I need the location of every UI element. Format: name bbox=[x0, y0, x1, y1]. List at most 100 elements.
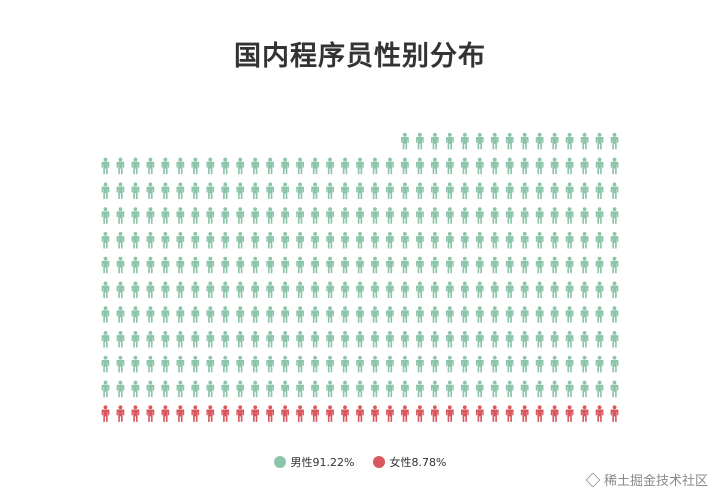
female-person-icon bbox=[371, 405, 379, 422]
male-person-icon bbox=[460, 380, 469, 398]
male-person-icon bbox=[520, 306, 529, 323]
male-person-icon bbox=[131, 281, 140, 299]
male-person-icon bbox=[580, 207, 589, 224]
legend-item-male[interactable]: 男性91.22% bbox=[273, 454, 355, 470]
male-person-icon bbox=[535, 231, 544, 249]
male-person-icon bbox=[146, 157, 155, 175]
male-person-icon bbox=[445, 231, 454, 249]
male-person-icon bbox=[191, 182, 200, 199]
male-person-icon bbox=[550, 256, 559, 274]
male-person-icon bbox=[386, 355, 394, 373]
male-person-icon bbox=[475, 331, 484, 348]
legend-item-female[interactable]: 女性8.78% bbox=[372, 454, 446, 470]
male-person-icon bbox=[341, 355, 349, 373]
male-person-icon bbox=[610, 207, 619, 224]
female-person-icon bbox=[296, 405, 304, 422]
male-person-icon bbox=[460, 256, 469, 274]
male-person-icon bbox=[550, 157, 559, 175]
male-person-icon bbox=[431, 331, 439, 348]
male-person-icon bbox=[386, 231, 394, 249]
male-person-icon bbox=[266, 306, 275, 323]
male-person-icon bbox=[431, 231, 439, 249]
male-person-icon bbox=[131, 306, 140, 323]
male-person-icon bbox=[595, 132, 604, 150]
male-person-icon bbox=[101, 182, 110, 199]
male-person-icon bbox=[266, 281, 275, 299]
male-person-icon bbox=[401, 256, 409, 274]
male-person-icon bbox=[311, 256, 319, 274]
male-person-icon bbox=[535, 306, 544, 323]
male-person-icon bbox=[356, 207, 364, 224]
female-person-icon bbox=[505, 405, 514, 422]
male-person-icon bbox=[550, 231, 559, 249]
female-person-icon bbox=[401, 405, 409, 422]
male-person-icon bbox=[146, 355, 155, 373]
male-person-icon bbox=[266, 331, 275, 348]
male-person-icon bbox=[505, 331, 514, 348]
male-person-icon bbox=[176, 231, 185, 249]
male-person-icon bbox=[595, 355, 604, 373]
male-person-icon bbox=[505, 132, 514, 150]
male-person-icon bbox=[610, 380, 619, 398]
male-person-icon bbox=[131, 182, 140, 199]
male-person-icon bbox=[296, 331, 304, 348]
male-person-icon bbox=[535, 132, 544, 150]
male-person-icon bbox=[490, 281, 499, 299]
male-person-icon bbox=[610, 256, 619, 274]
male-person-icon bbox=[505, 281, 514, 299]
male-person-icon bbox=[221, 256, 230, 274]
male-person-icon bbox=[460, 132, 469, 150]
male-person-icon bbox=[490, 182, 499, 199]
male-person-icon bbox=[176, 306, 185, 323]
legend-swatch-female bbox=[372, 456, 385, 468]
male-person-icon bbox=[161, 207, 170, 224]
male-person-icon bbox=[206, 380, 215, 398]
male-person-icon bbox=[386, 331, 394, 348]
male-person-icon bbox=[146, 331, 155, 348]
male-person-icon bbox=[206, 306, 215, 323]
male-person-icon bbox=[296, 306, 304, 323]
male-person-icon bbox=[490, 256, 499, 274]
male-person-icon bbox=[251, 380, 260, 398]
male-person-icon bbox=[505, 182, 514, 199]
male-person-icon bbox=[401, 132, 409, 150]
male-person-icon bbox=[595, 331, 604, 348]
male-person-icon bbox=[341, 207, 349, 224]
male-person-icon bbox=[610, 281, 619, 299]
male-person-icon bbox=[206, 207, 215, 224]
male-person-icon bbox=[341, 331, 349, 348]
male-person-icon bbox=[251, 157, 260, 175]
male-person-icon bbox=[356, 380, 364, 398]
male-person-icon bbox=[131, 355, 140, 373]
male-person-icon bbox=[356, 281, 364, 299]
female-person-icon bbox=[251, 405, 260, 422]
male-person-icon bbox=[266, 207, 275, 224]
male-person-icon bbox=[236, 157, 245, 175]
male-person-icon bbox=[565, 157, 574, 175]
male-person-icon bbox=[116, 355, 125, 373]
male-person-icon bbox=[386, 182, 394, 199]
male-person-icon bbox=[401, 231, 409, 249]
male-person-icon bbox=[101, 281, 110, 299]
male-person-icon bbox=[490, 331, 499, 348]
male-person-icon bbox=[416, 355, 424, 373]
male-person-icon bbox=[311, 157, 319, 175]
male-person-icon bbox=[296, 207, 304, 224]
male-person-icon bbox=[221, 182, 230, 199]
male-person-icon bbox=[565, 355, 574, 373]
male-person-icon bbox=[550, 207, 559, 224]
male-person-icon bbox=[431, 132, 439, 150]
male-person-icon bbox=[535, 256, 544, 274]
male-person-icon bbox=[146, 306, 155, 323]
male-person-icon bbox=[296, 355, 304, 373]
male-person-icon bbox=[565, 182, 574, 199]
male-person-icon bbox=[416, 182, 424, 199]
male-person-icon bbox=[176, 281, 185, 299]
male-person-icon bbox=[281, 380, 289, 398]
male-person-icon bbox=[580, 132, 589, 150]
male-person-icon bbox=[610, 182, 619, 199]
male-person-icon bbox=[386, 281, 394, 299]
male-person-icon bbox=[371, 306, 379, 323]
male-person-icon bbox=[131, 380, 140, 398]
female-person-icon bbox=[431, 405, 439, 422]
